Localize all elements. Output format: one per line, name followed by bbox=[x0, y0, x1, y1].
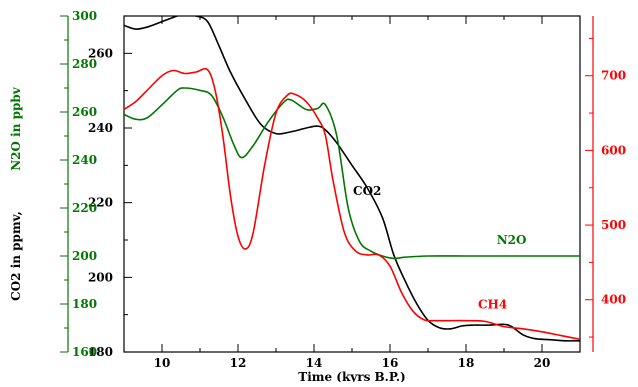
co2-tick-label: 200 bbox=[88, 270, 113, 284]
n2o-tick-label: 220 bbox=[72, 201, 97, 215]
n2o-tick-label: 280 bbox=[72, 57, 97, 71]
series-label-n2o: N2O bbox=[497, 233, 527, 247]
x-tick-label: 14 bbox=[306, 356, 323, 370]
x-tick-label: 20 bbox=[534, 356, 551, 370]
co2-tick-label: 180 bbox=[88, 345, 113, 359]
ch4-tick-label: 700 bbox=[601, 69, 626, 83]
series-label-co2: CO2 bbox=[353, 184, 381, 198]
ch4-tick-label: 400 bbox=[601, 293, 626, 307]
co2-tick-label: 240 bbox=[88, 121, 113, 135]
n2o-tick-label: 300 bbox=[72, 9, 97, 23]
plot-frame bbox=[123, 15, 581, 353]
n2o-tick-label: 180 bbox=[72, 297, 97, 311]
n2o-tick-label: 160 bbox=[72, 345, 97, 359]
n2o-axis-title: N2O in ppbv bbox=[9, 86, 23, 171]
co2-axis-title: CO2 in ppmv, bbox=[9, 211, 23, 301]
series-line-co2 bbox=[124, 16, 580, 342]
x-tick-label: 12 bbox=[230, 356, 247, 370]
x-tick-label: 10 bbox=[154, 356, 171, 370]
n2o-tick-label: 240 bbox=[72, 153, 97, 167]
ch4-tick-label: 500 bbox=[601, 218, 626, 232]
co2-tick-label: 220 bbox=[88, 196, 113, 210]
series-line-n2o bbox=[124, 87, 580, 260]
series-line-ch4 bbox=[124, 67, 580, 341]
n2o-tick-label: 260 bbox=[72, 105, 97, 119]
series-label-ch4: CH4 bbox=[478, 298, 507, 312]
ch4-tick-label: 600 bbox=[601, 143, 626, 157]
x-axis-title: Time (kyrs B.P.) bbox=[298, 370, 405, 382]
n2o-tick-label: 200 bbox=[72, 249, 97, 263]
x-tick-label: 18 bbox=[458, 356, 475, 370]
co2-tick-label: 260 bbox=[88, 46, 113, 60]
x-tick-label: 16 bbox=[382, 356, 399, 370]
